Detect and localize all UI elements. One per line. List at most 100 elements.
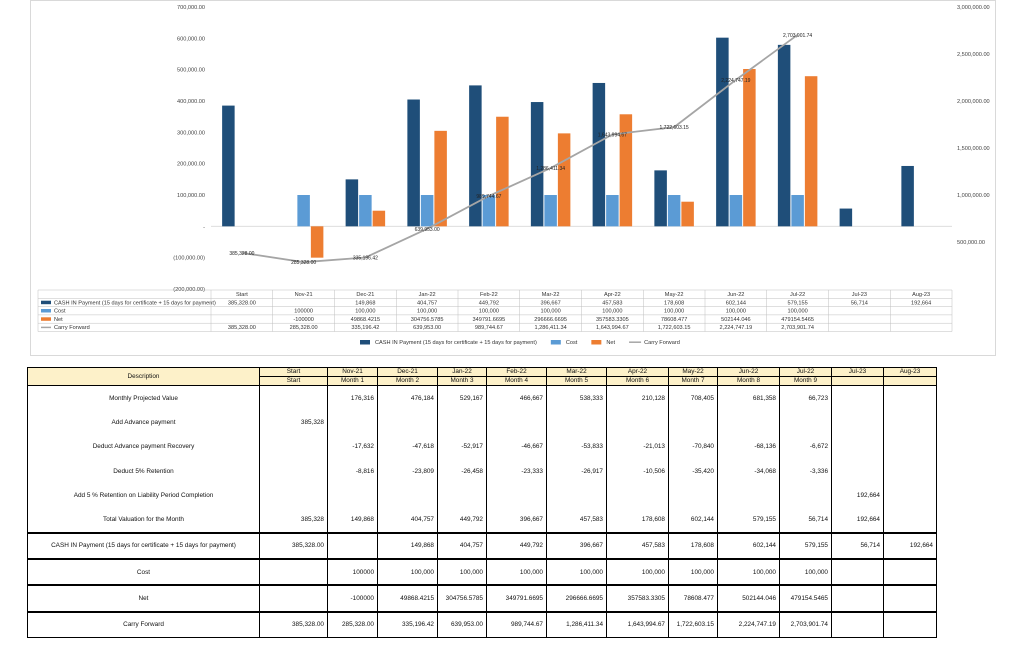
table-cell: -10,506 bbox=[606, 458, 669, 484]
row-label: Add Advance payment bbox=[27, 410, 260, 435]
row-label: Carry Forward bbox=[27, 610, 260, 638]
bar-net bbox=[496, 116, 509, 227]
data-table-category: Mar-22 bbox=[542, 292, 560, 298]
bar-cost bbox=[482, 195, 496, 227]
table-cell: 335,196.42 bbox=[377, 610, 438, 638]
table-cell: 100,000 bbox=[779, 558, 832, 586]
table-cell: -6,672 bbox=[779, 434, 832, 459]
data-table-legend-key bbox=[41, 300, 51, 305]
chart-frame bbox=[30, 0, 996, 356]
bar-cash bbox=[901, 165, 914, 227]
column-header-month: Month 5 bbox=[546, 376, 607, 386]
table-cell: 100,000 bbox=[668, 558, 718, 586]
table-cell bbox=[717, 410, 780, 435]
table-cell bbox=[831, 458, 884, 484]
bar-net bbox=[804, 76, 818, 227]
table-cell: 56,714 bbox=[831, 531, 884, 560]
table-header-row: Description Start Nov-21 Dec-21 Jan-22 Feb-22… bbox=[27, 367, 937, 386]
column-header-month: Month 6 bbox=[606, 376, 669, 386]
y-tick-label: 700,000.00 bbox=[177, 5, 205, 11]
data-table-value: 1,722,603.15 bbox=[658, 325, 691, 331]
table-cell bbox=[606, 410, 669, 435]
data-table-value: 100000 bbox=[294, 309, 313, 315]
column-header-period: Start bbox=[259, 367, 328, 377]
bar-cash bbox=[407, 99, 420, 227]
row-label: Cost bbox=[27, 558, 260, 586]
legend-key bbox=[550, 340, 561, 345]
column-header-month bbox=[831, 376, 884, 386]
column-header-month: Month 4 bbox=[486, 376, 547, 386]
column-header-month: Month 2 bbox=[377, 376, 438, 386]
table-cell bbox=[883, 458, 937, 484]
table-cell: 100,000 bbox=[377, 558, 438, 586]
data-table-category: Nov-21 bbox=[295, 292, 313, 298]
table-cell bbox=[327, 410, 378, 435]
table-cell: -46,667 bbox=[486, 434, 547, 459]
data-table-value: 304756.5785 bbox=[411, 317, 444, 323]
data-table-value: 100,000 bbox=[541, 309, 561, 315]
bar-cash bbox=[469, 85, 482, 227]
data-table-category: Jul-23 bbox=[852, 292, 867, 298]
data-table-series-label: Carry Forward bbox=[54, 325, 90, 331]
table-cell: 285,328.00 bbox=[327, 610, 378, 638]
data-table-value: 2,224,747.19 bbox=[720, 325, 753, 331]
data-table-value: 349791.6695 bbox=[473, 317, 506, 323]
bar-net bbox=[681, 201, 694, 227]
column-header-month: Start bbox=[259, 376, 328, 386]
row-label: CASH IN Payment (15 days for certificate… bbox=[27, 531, 260, 560]
carry-forward-line bbox=[241, 34, 799, 264]
table-cell: 449,792 bbox=[437, 507, 487, 534]
data-table-value: 100,000 bbox=[479, 309, 499, 315]
bar-cost bbox=[791, 195, 804, 227]
table-cell: -100000 bbox=[327, 584, 378, 613]
table-cell: 192,664 bbox=[831, 483, 884, 508]
carry-forward-data-label: 2,224,747.19 bbox=[721, 78, 750, 84]
table-header-row: Start Month 1 Month 2 Month 3 Month 4 Month 5… bbox=[28, 376, 937, 386]
legend-key bbox=[360, 340, 370, 345]
table-cell: 449,792 bbox=[486, 531, 547, 560]
column-header-period: Jul-23 bbox=[831, 367, 884, 377]
column-header-period: Jan-22 bbox=[437, 367, 487, 377]
table-cell bbox=[668, 410, 718, 435]
table-cell: 404,757 bbox=[437, 531, 487, 560]
column-header-period: Aug-23 bbox=[883, 367, 937, 377]
table-cell: 1,286,411.34 bbox=[546, 610, 607, 638]
table-cell bbox=[883, 558, 937, 586]
bar-net bbox=[372, 210, 386, 227]
table-cell: 178,608 bbox=[668, 531, 718, 560]
table-cell: 385,328 bbox=[259, 507, 328, 534]
table-cell bbox=[486, 483, 547, 508]
table-cell bbox=[883, 584, 937, 613]
data-table-value: 639,953.00 bbox=[413, 325, 441, 331]
table-cell: 602,144 bbox=[717, 531, 780, 560]
bar-cost bbox=[544, 195, 557, 227]
table-cell: 100,000 bbox=[486, 558, 547, 586]
table-row: Monthly Projected Value 176,316 476,184 529… bbox=[27, 385, 937, 411]
table-cell: 404,757 bbox=[377, 507, 438, 534]
y-tick-label: 500,000.00 bbox=[177, 68, 205, 74]
data-table-value: 178,608 bbox=[664, 300, 684, 306]
data-table-value: 149,868 bbox=[355, 300, 375, 306]
y2-tick-label: 2,500,000.00 bbox=[957, 52, 990, 58]
data-table-value: 385,328.00 bbox=[228, 325, 256, 331]
table-cell: -23,333 bbox=[486, 458, 547, 484]
valuation-table: Description Start Nov-21 Dec-21 Jan-22 Feb-22… bbox=[27, 367, 937, 638]
bar-cash bbox=[654, 170, 667, 227]
table-cell: 100,000 bbox=[546, 558, 607, 586]
column-header-month: Month 1 bbox=[327, 376, 378, 386]
table-cell: 989,744.67 bbox=[486, 610, 547, 638]
cashflow-chart: 700,000.00 600,000.00 500,000.00 400,000.00… bbox=[30, 0, 996, 356]
table-cell: -47,618 bbox=[377, 434, 438, 459]
table-cell bbox=[437, 483, 487, 508]
table-cell: 66,723 bbox=[779, 385, 832, 411]
table-cell bbox=[546, 483, 607, 508]
data-table-value: 100,000 bbox=[355, 309, 375, 315]
legend-label: CASH IN Payment (15 days for certificate… bbox=[375, 340, 537, 346]
table-cell bbox=[831, 385, 884, 411]
y-tick-label: - bbox=[203, 224, 205, 230]
column-header-month: Month 3 bbox=[437, 376, 487, 386]
table-cell: 357583.3305 bbox=[606, 584, 669, 613]
table-cell bbox=[831, 584, 884, 613]
bar-net bbox=[557, 133, 571, 227]
table-cell: 100,000 bbox=[717, 558, 780, 586]
